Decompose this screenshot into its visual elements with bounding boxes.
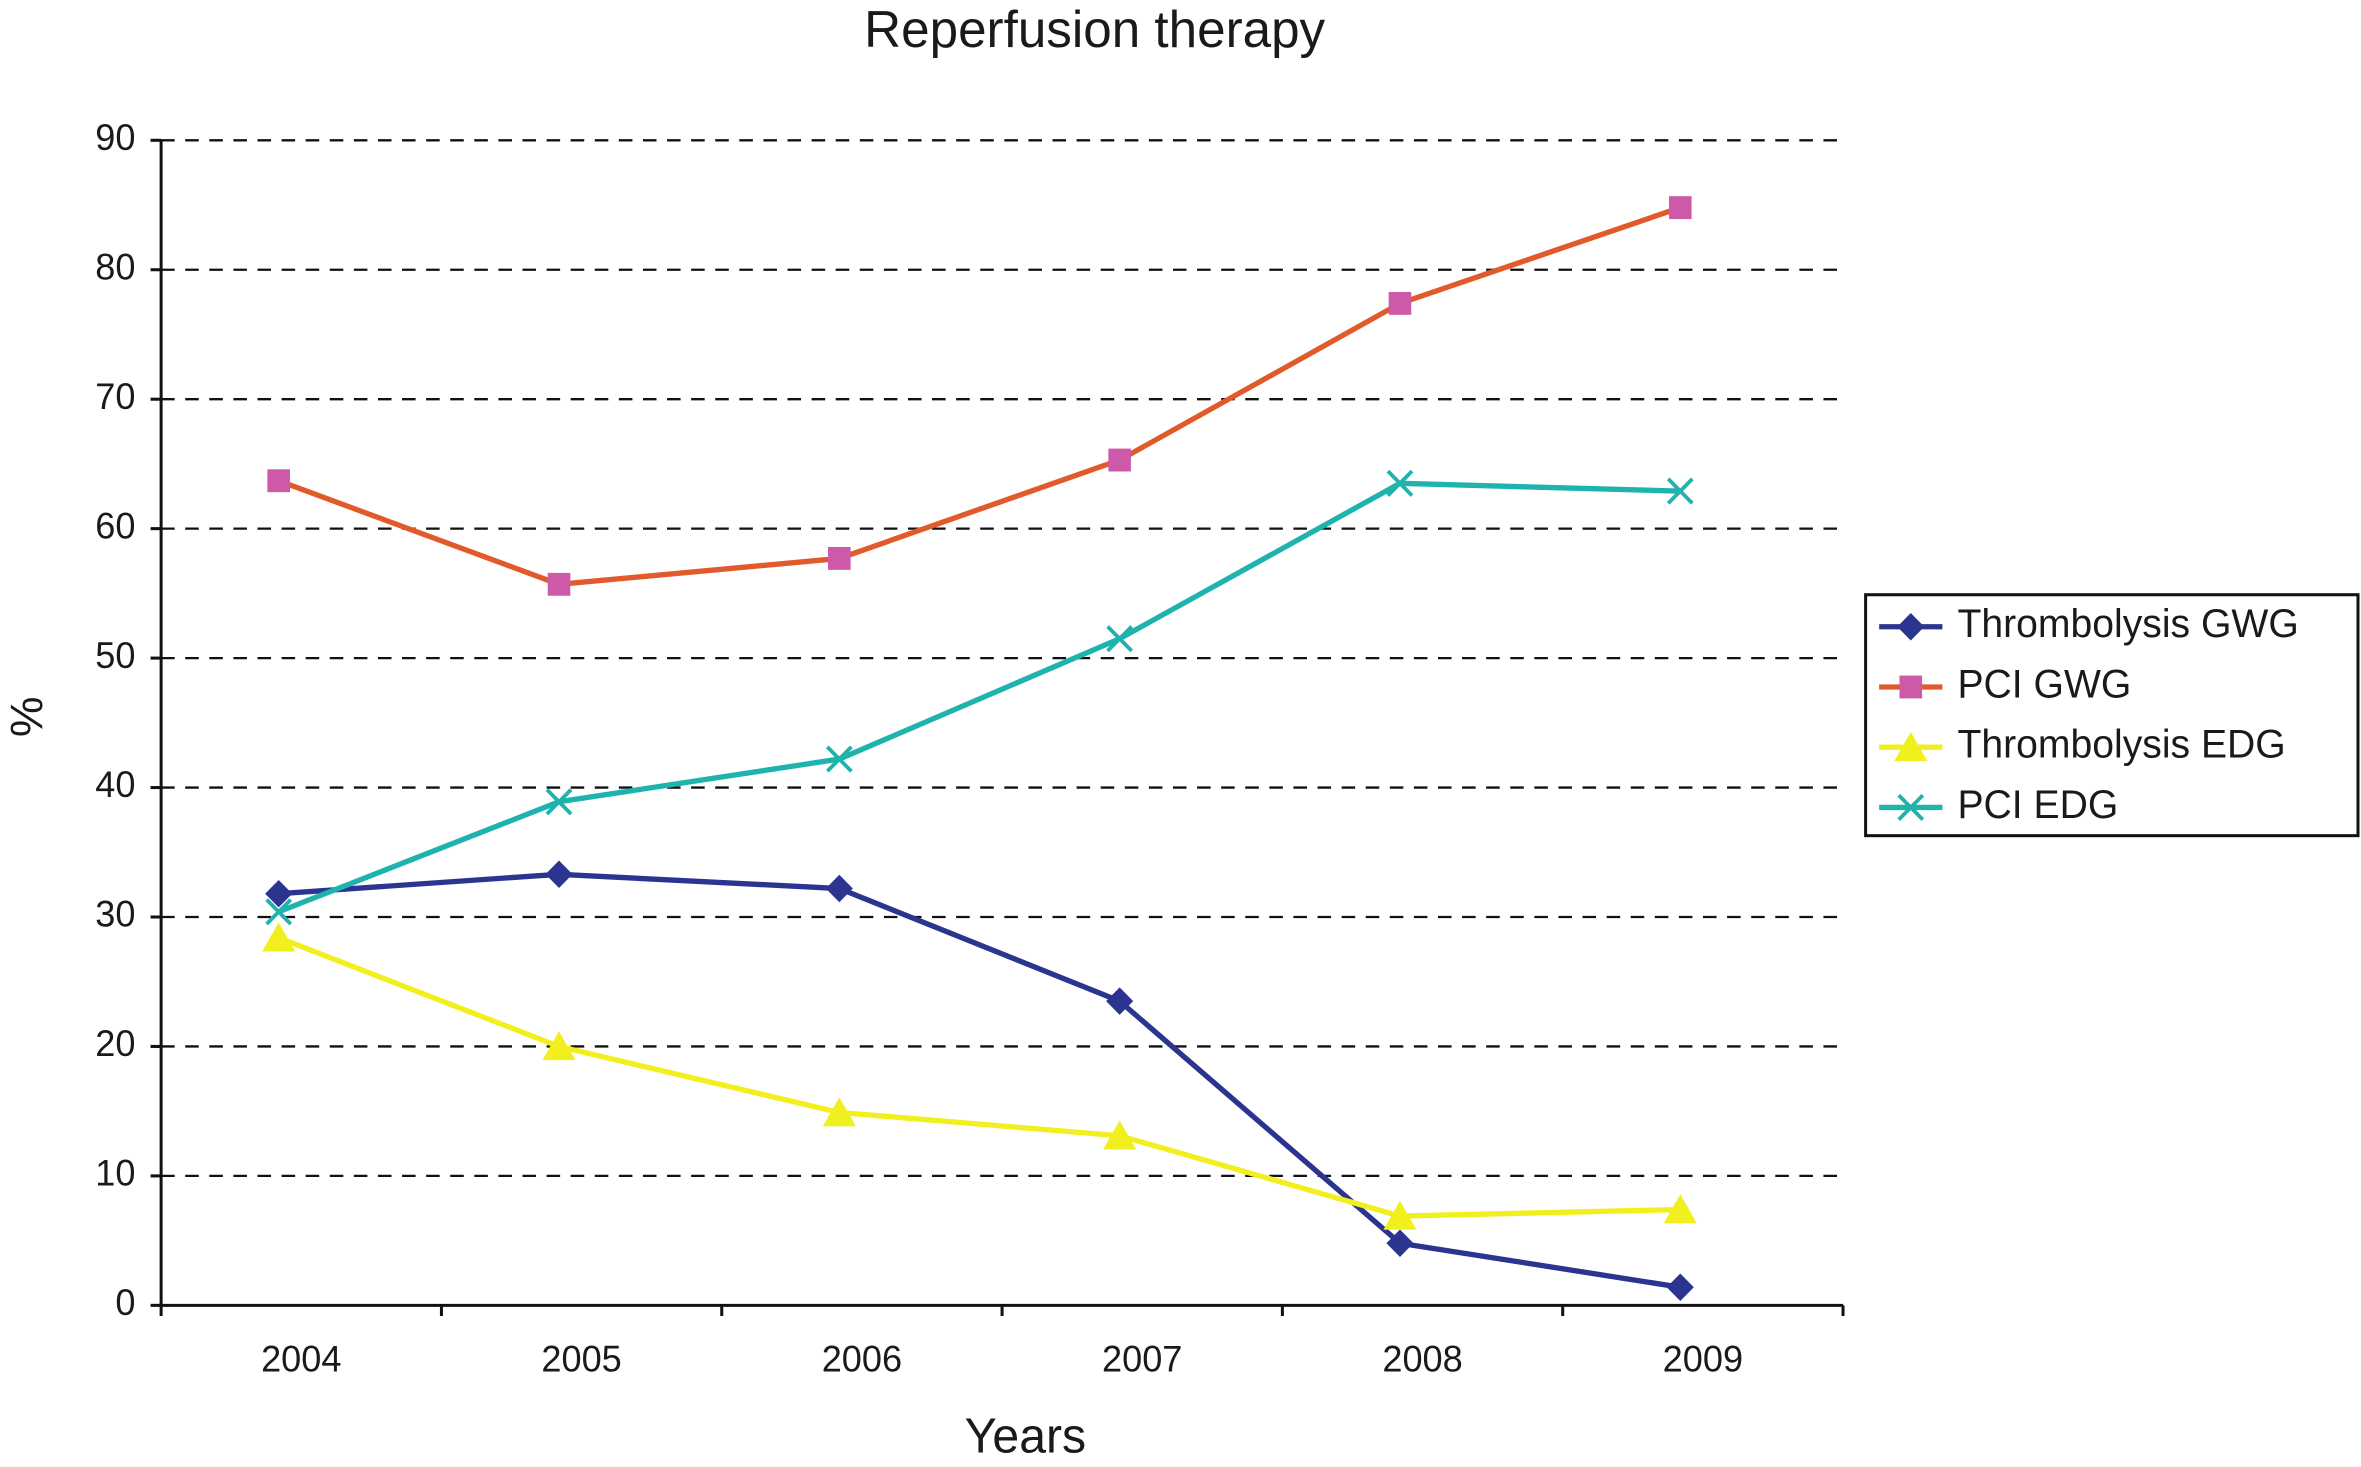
y-tick-label: 60 [95, 505, 135, 546]
legend-label: PCI GWG [1957, 662, 2131, 706]
series-line [278, 871, 1681, 1290]
y-tick-label: 30 [95, 893, 135, 934]
marker [1386, 1229, 1414, 1257]
marker [1897, 613, 1925, 641]
legend-label: Thrombolysis GWG [1957, 602, 2298, 646]
marker [265, 879, 293, 908]
y-tick-label: 80 [95, 246, 135, 287]
series-line [277, 205, 1682, 587]
series-line [277, 935, 1681, 1219]
y-tick-label: 70 [95, 376, 135, 417]
marker [1894, 731, 1928, 761]
marker [547, 572, 571, 596]
marker [542, 1031, 576, 1061]
x-tick-label: 2004 [261, 1338, 341, 1379]
x-tick-label: 2006 [822, 1338, 902, 1379]
y-tick-label: 20 [95, 1023, 135, 1064]
marker [265, 898, 293, 926]
x-tick-label: 2008 [1382, 1338, 1462, 1379]
chart-title: Reperfusion therapy [864, 0, 1325, 58]
marker [1108, 448, 1131, 472]
x-axis-label: Years [965, 1409, 1086, 1463]
y-tick-label: 50 [95, 635, 135, 676]
marker [262, 922, 296, 952]
y-axis-label: % [1, 696, 52, 737]
marker [1106, 987, 1134, 1015]
marker [822, 1097, 856, 1127]
series-line [277, 480, 1681, 915]
marker [545, 860, 573, 889]
marker [1666, 1273, 1694, 1301]
legend-label: PCI EDG [1957, 783, 2118, 827]
y-tick-label: 0 [115, 1282, 135, 1323]
marker [1663, 1194, 1697, 1224]
marker [828, 546, 851, 570]
y-tick-label: 40 [95, 764, 135, 805]
marker [1386, 469, 1414, 497]
marker [1666, 477, 1694, 505]
x-tick-label: 2009 [1663, 1338, 1743, 1379]
marker [1106, 625, 1134, 653]
marker [1103, 1120, 1137, 1150]
x-tick-label: 2007 [1102, 1338, 1182, 1379]
marker [1668, 196, 1692, 220]
marker [825, 745, 853, 773]
x-tick-label: 2005 [541, 1338, 621, 1379]
marker [1899, 675, 1923, 699]
marker [267, 469, 290, 493]
marker [825, 874, 853, 903]
legend-label: Thrombolysis EDG [1957, 722, 2285, 766]
marker [1383, 1200, 1417, 1230]
marker [1897, 793, 1925, 822]
y-tick-label: 10 [95, 1152, 135, 1193]
legend-box [1864, 593, 2360, 838]
marker [1388, 291, 1412, 315]
marker [545, 788, 573, 816]
y-tick-label: 90 [95, 117, 135, 158]
